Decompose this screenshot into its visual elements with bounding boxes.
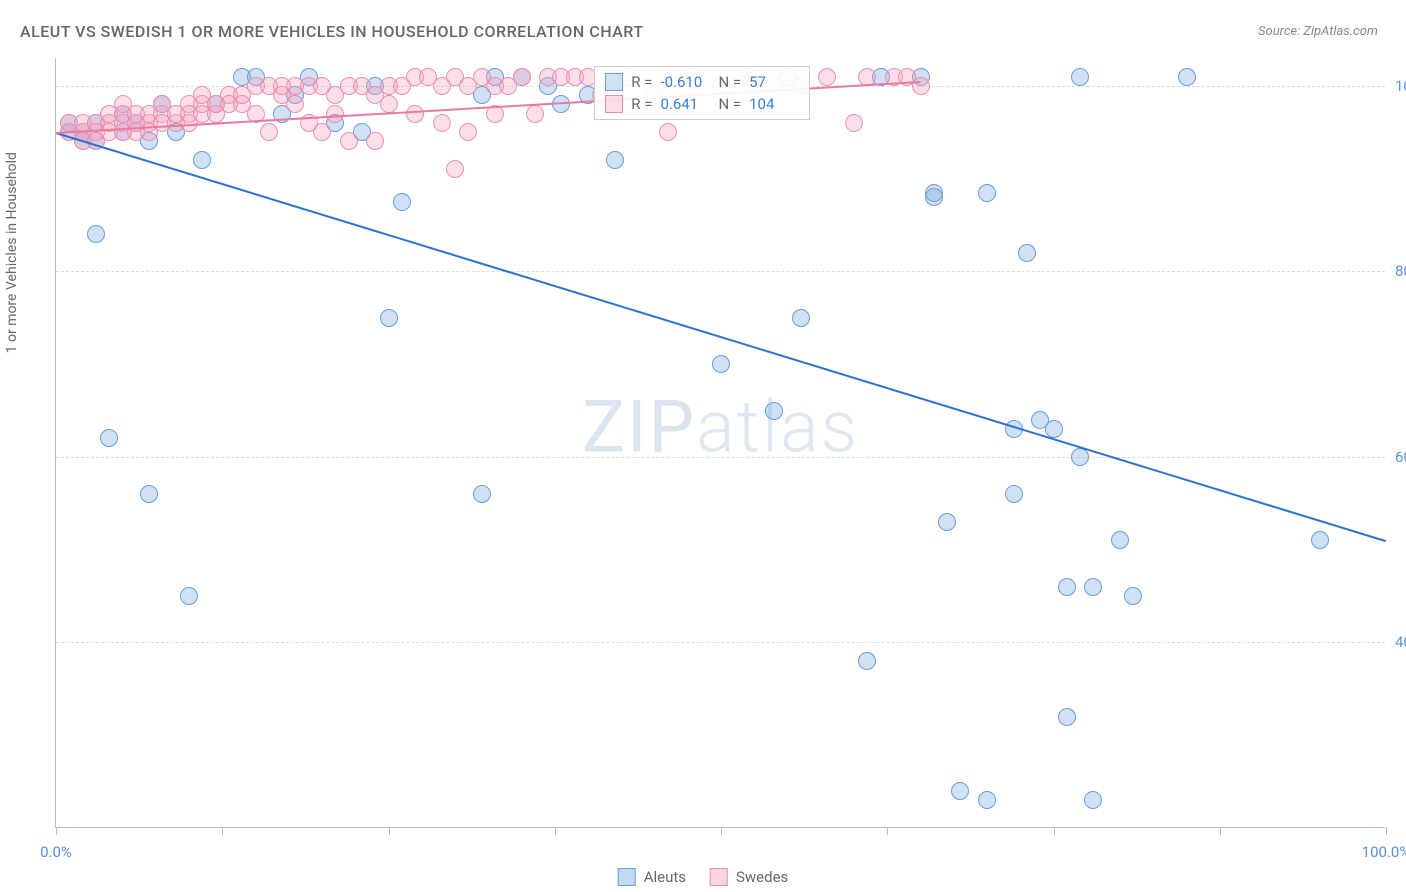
legend-label: Swedes bbox=[736, 868, 788, 886]
x-tick bbox=[887, 827, 888, 835]
scatter-point bbox=[978, 791, 996, 809]
scatter-point bbox=[818, 68, 836, 86]
scatter-point bbox=[938, 513, 956, 531]
y-tick-label: 60.0% bbox=[1395, 448, 1406, 466]
scatter-point bbox=[978, 184, 996, 202]
legend-swatch bbox=[605, 73, 623, 91]
scatter-point bbox=[513, 68, 531, 86]
stat-r-value: -0.610 bbox=[660, 73, 710, 91]
scatter-point bbox=[1071, 68, 1089, 86]
scatter-point bbox=[340, 132, 358, 150]
scatter-point bbox=[712, 355, 730, 373]
y-tick-label: 80.0% bbox=[1395, 262, 1406, 280]
legend-label: Aleuts bbox=[644, 868, 686, 886]
scatter-point bbox=[1058, 578, 1076, 596]
scatter-point bbox=[526, 105, 544, 123]
scatter-point bbox=[845, 114, 863, 132]
scatter-point bbox=[380, 95, 398, 113]
scatter-point bbox=[792, 309, 810, 327]
scatter-point bbox=[1111, 531, 1129, 549]
x-tick bbox=[1220, 827, 1221, 835]
legend-stats-row: R = 0.641 N = 104 bbox=[605, 93, 799, 115]
scatter-point bbox=[180, 587, 198, 605]
scatter-point bbox=[1084, 791, 1102, 809]
scatter-point bbox=[912, 77, 930, 95]
plot-area: ZIPatlas 40.0%60.0%80.0%100.0%0.0%100.0%… bbox=[55, 58, 1385, 828]
stat-n-label: N = bbox=[718, 95, 741, 113]
scatter-point bbox=[433, 114, 451, 132]
grid-line bbox=[56, 642, 1385, 643]
x-tick bbox=[222, 827, 223, 835]
legend-swatch bbox=[605, 95, 623, 113]
x-tick bbox=[721, 827, 722, 835]
stat-n-value: 57 bbox=[749, 73, 799, 91]
scatter-point bbox=[286, 95, 304, 113]
grid-line bbox=[56, 457, 1385, 458]
legend-swatch bbox=[710, 868, 728, 886]
scatter-point bbox=[380, 309, 398, 327]
scatter-point bbox=[459, 123, 477, 141]
x-tick bbox=[555, 827, 556, 835]
x-tick-label: 0.0% bbox=[40, 843, 72, 861]
legend-item: Swedes bbox=[710, 868, 788, 886]
scatter-point bbox=[100, 429, 118, 447]
stat-r-label: R = bbox=[631, 73, 652, 91]
scatter-point bbox=[606, 151, 624, 169]
scatter-point bbox=[473, 485, 491, 503]
x-tick bbox=[56, 827, 57, 835]
scatter-point bbox=[193, 151, 211, 169]
scatter-point bbox=[951, 782, 969, 800]
scatter-point bbox=[1071, 448, 1089, 466]
scatter-point bbox=[313, 123, 331, 141]
legend-stats-row: R = -0.610 N = 57 bbox=[605, 71, 799, 93]
scatter-point bbox=[140, 485, 158, 503]
stat-r-label: R = bbox=[631, 95, 652, 113]
scatter-point bbox=[406, 105, 424, 123]
legend-stats: R = -0.610 N = 57 R = 0.641 N = 104 bbox=[594, 66, 810, 120]
x-tick bbox=[1054, 827, 1055, 835]
legend-item: Aleuts bbox=[618, 868, 686, 886]
scatter-point bbox=[1311, 531, 1329, 549]
source-attribution: Source: ZipAtlas.com bbox=[1258, 24, 1378, 39]
stat-r-value: 0.641 bbox=[660, 95, 710, 113]
grid-line bbox=[56, 271, 1385, 272]
scatter-point bbox=[925, 184, 943, 202]
scatter-point bbox=[87, 225, 105, 243]
scatter-point bbox=[1058, 708, 1076, 726]
scatter-point bbox=[393, 193, 411, 211]
scatter-point bbox=[366, 132, 384, 150]
stat-n-label: N = bbox=[718, 73, 741, 91]
scatter-point bbox=[1018, 244, 1036, 262]
scatter-point bbox=[1178, 68, 1196, 86]
x-tick bbox=[1386, 827, 1387, 835]
x-tick-label: 100.0% bbox=[1362, 843, 1406, 861]
scatter-point bbox=[446, 160, 464, 178]
y-axis-label: 1 or more Vehicles in Household bbox=[4, 152, 20, 353]
scatter-point bbox=[1084, 578, 1102, 596]
stat-n-value: 104 bbox=[749, 95, 799, 113]
scatter-point bbox=[1124, 587, 1142, 605]
chart-title: ALEUT VS SWEDISH 1 OR MORE VEHICLES IN H… bbox=[20, 22, 644, 41]
scatter-point bbox=[858, 652, 876, 670]
scatter-point bbox=[260, 123, 278, 141]
legend-swatch bbox=[618, 868, 636, 886]
y-tick-label: 100.0% bbox=[1395, 77, 1406, 95]
scatter-point bbox=[659, 123, 677, 141]
scatter-point bbox=[765, 402, 783, 420]
scatter-point bbox=[1005, 485, 1023, 503]
scatter-point bbox=[326, 105, 344, 123]
y-tick-label: 40.0% bbox=[1395, 633, 1406, 651]
bottom-legend: Aleuts Swedes bbox=[618, 868, 789, 886]
regression-line bbox=[56, 132, 1387, 542]
x-tick bbox=[389, 827, 390, 835]
